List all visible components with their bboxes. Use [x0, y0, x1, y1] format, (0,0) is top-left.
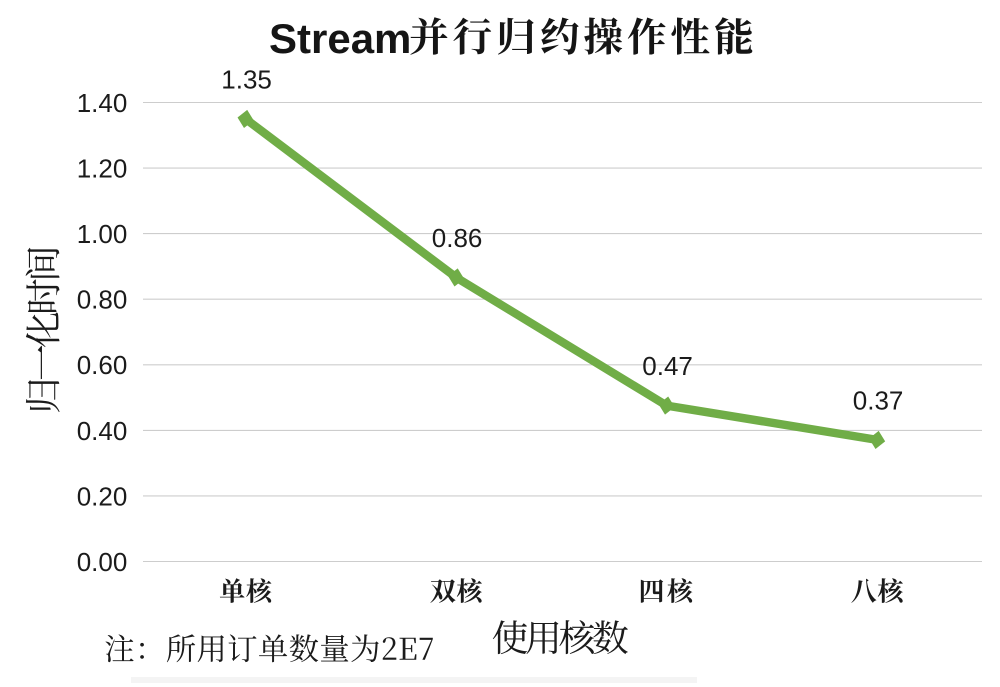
svg-text:0.86: 0.86 — [432, 223, 483, 253]
svg-text:0.00: 0.00 — [77, 547, 128, 577]
svg-text:1.20: 1.20 — [77, 154, 128, 184]
svg-text:1.35: 1.35 — [221, 65, 272, 95]
svg-text:1.40: 1.40 — [77, 88, 128, 118]
svg-text:0.20: 0.20 — [77, 481, 128, 511]
svg-text:0.80: 0.80 — [77, 285, 128, 315]
svg-text:0.60: 0.60 — [77, 350, 128, 380]
svg-text:0.40: 0.40 — [77, 416, 128, 446]
svg-text:1.00: 1.00 — [77, 219, 128, 249]
svg-text:0.37: 0.37 — [853, 386, 904, 416]
svg-text:0.47: 0.47 — [642, 351, 693, 381]
svg-text:Stream: Stream — [269, 15, 411, 62]
